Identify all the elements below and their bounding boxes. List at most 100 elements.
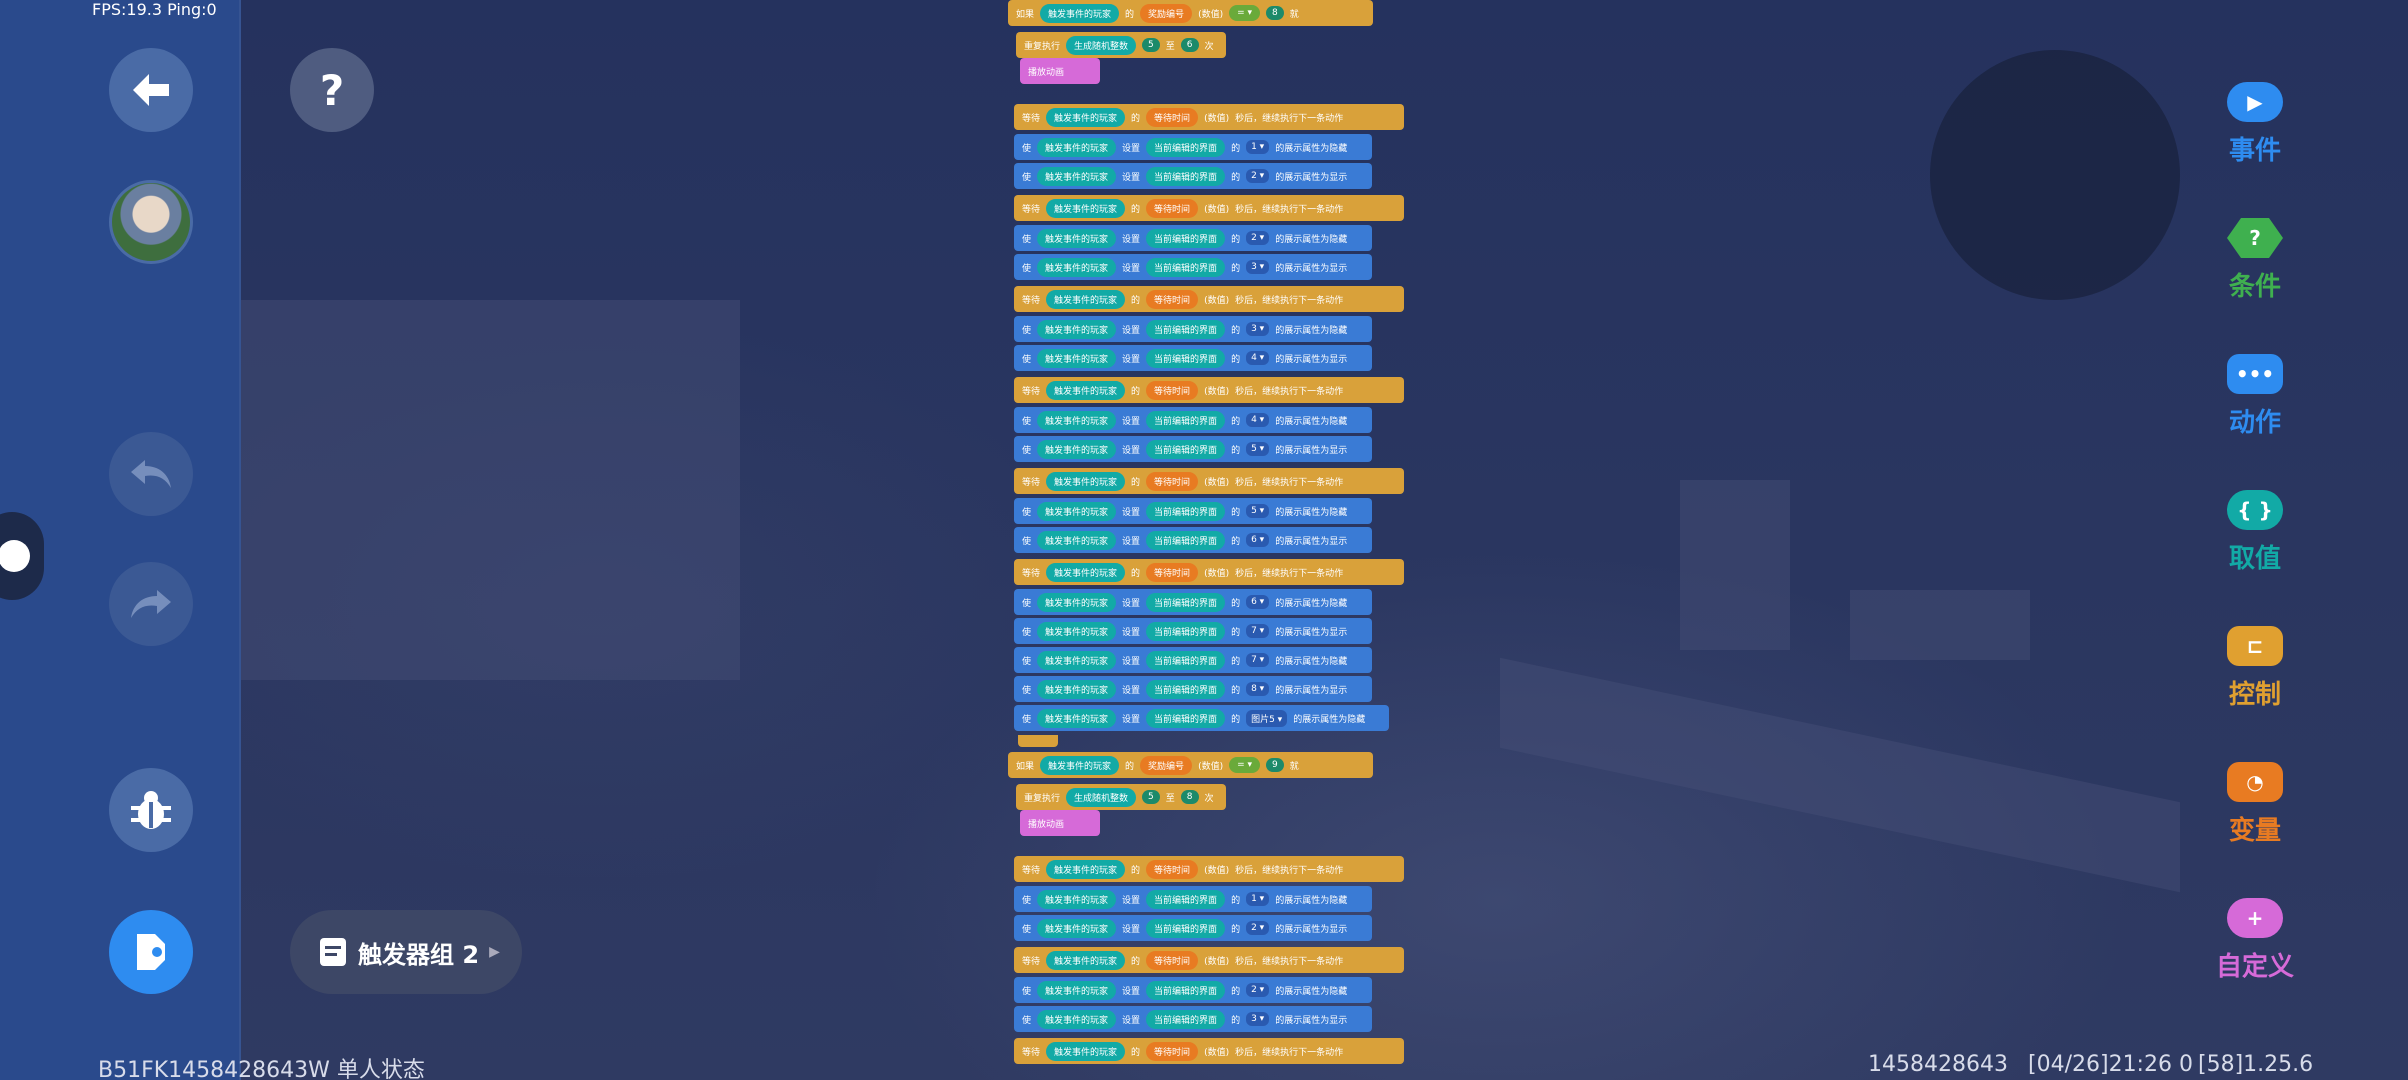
player-param[interactable]: 触发事件的玩家 bbox=[1040, 755, 1120, 775]
player-param[interactable]: 触发事件的玩家 bbox=[1037, 918, 1117, 938]
if-block[interactable]: 如果 触发事件的玩家的奖励编号 (数值) = ▾ 9 就 bbox=[1008, 752, 1373, 778]
ui-param[interactable]: 当前编辑的界面 bbox=[1146, 439, 1226, 459]
element-dropdown[interactable]: 8 ▾ bbox=[1246, 682, 1270, 696]
player-param[interactable]: 触发事件的玩家 bbox=[1037, 319, 1117, 339]
set-visibility-block[interactable]: 使触发事件的玩家 设置 当前编辑的界面的 1 ▾ 的展示属性为隐藏 bbox=[1014, 134, 1372, 160]
element-dropdown[interactable]: 5 ▾ bbox=[1246, 504, 1270, 518]
wait-time-param[interactable]: 等待时间 bbox=[1146, 859, 1199, 879]
element-dropdown[interactable]: 4 ▾ bbox=[1246, 351, 1270, 365]
element-dropdown[interactable]: 3 ▾ bbox=[1246, 322, 1270, 336]
ui-param[interactable]: 当前编辑的界面 bbox=[1146, 650, 1226, 670]
set-visibility-block[interactable]: 使触发事件的玩家 设置 当前编辑的界面的 8 ▾ 的展示属性为显示 bbox=[1014, 676, 1372, 702]
repeat-block[interactable]: 重复执行 生成随机整数 5 至 6 次 bbox=[1016, 32, 1226, 58]
wait-block[interactable]: 等待 触发事件的玩家的等待时间 (数值) 秒后，继续执行下一条动作 bbox=[1014, 104, 1404, 130]
ui-param[interactable]: 当前编辑的界面 bbox=[1146, 918, 1226, 938]
player-param[interactable]: 触发事件的玩家 bbox=[1046, 471, 1126, 491]
element-dropdown[interactable]: 2 ▾ bbox=[1246, 231, 1270, 245]
player-param[interactable]: 触发事件的玩家 bbox=[1040, 3, 1120, 23]
player-param[interactable]: 触发事件的玩家 bbox=[1037, 228, 1117, 248]
run-button[interactable] bbox=[109, 910, 193, 994]
player-param[interactable]: 触发事件的玩家 bbox=[1037, 592, 1117, 612]
wait-time-param[interactable]: 等待时间 bbox=[1146, 198, 1199, 218]
play-animation-block[interactable]: 播放动画 bbox=[1020, 810, 1100, 836]
ui-param[interactable]: 当前编辑的界面 bbox=[1146, 410, 1226, 430]
player-param[interactable]: 触发事件的玩家 bbox=[1046, 289, 1126, 309]
set-visibility-block[interactable]: 使触发事件的玩家 设置 当前编辑的界面的 4 ▾ 的展示属性为隐藏 bbox=[1014, 407, 1372, 433]
ui-param[interactable]: 当前编辑的界面 bbox=[1146, 501, 1226, 521]
player-param[interactable]: 触发事件的玩家 bbox=[1037, 708, 1117, 728]
player-param[interactable]: 触发事件的玩家 bbox=[1037, 980, 1117, 1000]
avatar[interactable] bbox=[109, 180, 193, 264]
set-visibility-block[interactable]: 使触发事件的玩家 设置 当前编辑的界面的 6 ▾ 的展示属性为显示 bbox=[1014, 527, 1372, 553]
player-param[interactable]: 触发事件的玩家 bbox=[1037, 889, 1117, 909]
ui-param[interactable]: 当前编辑的界面 bbox=[1146, 228, 1226, 248]
value-pill[interactable]: 9 bbox=[1266, 758, 1284, 772]
ui-param[interactable]: 当前编辑的界面 bbox=[1146, 319, 1226, 339]
player-param[interactable]: 触发事件的玩家 bbox=[1037, 137, 1117, 157]
wait-block[interactable]: 等待 触发事件的玩家的等待时间 (数值) 秒后，继续执行下一条动作 bbox=[1014, 947, 1404, 973]
script-canvas[interactable]: 如果 触发事件的玩家的奖励编号 (数值) = ▾ 8 就重复执行 生成随机整数 5 至 6 次播放动… bbox=[1008, 0, 1408, 1080]
wait-time-param[interactable]: 等待时间 bbox=[1146, 1041, 1199, 1061]
side-drawer-handle[interactable] bbox=[0, 512, 44, 600]
redo-button[interactable] bbox=[109, 562, 193, 646]
player-param[interactable]: 触发事件的玩家 bbox=[1037, 650, 1117, 670]
player-param[interactable]: 触发事件的玩家 bbox=[1037, 621, 1117, 641]
player-param[interactable]: 触发事件的玩家 bbox=[1046, 198, 1126, 218]
wait-block[interactable]: 等待 触发事件的玩家的等待时间 (数值) 秒后，继续执行下一条动作 bbox=[1014, 195, 1404, 221]
element-dropdown[interactable]: 2 ▾ bbox=[1246, 921, 1270, 935]
element-dropdown[interactable]: 1 ▾ bbox=[1246, 892, 1270, 906]
ui-param[interactable]: 当前编辑的界面 bbox=[1146, 1009, 1226, 1029]
element-dropdown[interactable]: 6 ▾ bbox=[1246, 595, 1270, 609]
play-animation-block[interactable]: 播放动画 bbox=[1020, 58, 1100, 84]
set-visibility-block[interactable]: 使触发事件的玩家 设置 当前编辑的界面的 4 ▾ 的展示属性为显示 bbox=[1014, 345, 1372, 371]
category-conditions[interactable]: ? 条件 bbox=[2195, 218, 2315, 303]
wait-time-param[interactable]: 等待时间 bbox=[1146, 289, 1199, 309]
player-param[interactable]: 触发事件的玩家 bbox=[1037, 530, 1117, 550]
reward-param[interactable]: 奖励编号 bbox=[1140, 755, 1193, 775]
wait-block[interactable]: 等待 触发事件的玩家的等待时间 (数值) 秒后，继续执行下一条动作 bbox=[1014, 856, 1404, 882]
wait-time-param[interactable]: 等待时间 bbox=[1146, 950, 1199, 970]
ui-param[interactable]: 当前编辑的界面 bbox=[1146, 621, 1226, 641]
player-param[interactable]: 触发事件的玩家 bbox=[1037, 410, 1117, 430]
random-int-param[interactable]: 生成随机整数 bbox=[1066, 35, 1137, 55]
set-visibility-block[interactable]: 使触发事件的玩家 设置 当前编辑的界面的 2 ▾ 的展示属性为显示 bbox=[1014, 163, 1372, 189]
element-dropdown[interactable]: 2 ▾ bbox=[1246, 983, 1270, 997]
player-param[interactable]: 触发事件的玩家 bbox=[1037, 1009, 1117, 1029]
back-button[interactable] bbox=[109, 48, 193, 132]
player-param[interactable]: 触发事件的玩家 bbox=[1037, 257, 1117, 277]
set-visibility-block[interactable]: 使触发事件的玩家 设置 当前编辑的界面的 5 ▾ 的展示属性为显示 bbox=[1014, 436, 1372, 462]
set-visibility-block[interactable]: 使触发事件的玩家 设置 当前编辑的界面的图片5 ▾ 的展示属性为隐藏 bbox=[1014, 705, 1389, 731]
player-param[interactable]: 触发事件的玩家 bbox=[1046, 859, 1126, 879]
player-param[interactable]: 触发事件的玩家 bbox=[1037, 166, 1117, 186]
compare-op[interactable]: = ▾ bbox=[1229, 757, 1261, 773]
value-pill[interactable]: 5 bbox=[1142, 38, 1160, 52]
ui-param[interactable]: 当前编辑的界面 bbox=[1146, 708, 1226, 728]
set-visibility-block[interactable]: 使触发事件的玩家 设置 当前编辑的界面的 5 ▾ 的展示属性为隐藏 bbox=[1014, 498, 1372, 524]
category-variables[interactable]: ◔ 变量 bbox=[2195, 762, 2315, 847]
value-pill[interactable]: 8 bbox=[1180, 790, 1199, 804]
ui-param[interactable]: 当前编辑的界面 bbox=[1146, 980, 1226, 1000]
undo-button[interactable] bbox=[109, 432, 193, 516]
random-int-param[interactable]: 生成随机整数 bbox=[1066, 787, 1137, 807]
set-visibility-block[interactable]: 使触发事件的玩家 设置 当前编辑的界面的 2 ▾ 的展示属性为隐藏 bbox=[1014, 225, 1372, 251]
player-param[interactable]: 触发事件的玩家 bbox=[1046, 562, 1126, 582]
element-dropdown[interactable]: 7 ▾ bbox=[1246, 653, 1270, 667]
help-button[interactable]: ? bbox=[290, 48, 374, 132]
element-dropdown[interactable]: 5 ▾ bbox=[1246, 442, 1270, 456]
set-visibility-block[interactable]: 使触发事件的玩家 设置 当前编辑的界面的 7 ▾ 的展示属性为显示 bbox=[1014, 618, 1372, 644]
set-visibility-block[interactable]: 使触发事件的玩家 设置 当前编辑的界面的 2 ▾ 的展示属性为隐藏 bbox=[1014, 977, 1372, 1003]
value-pill[interactable]: 8 bbox=[1266, 6, 1284, 20]
ui-param[interactable]: 当前编辑的界面 bbox=[1146, 137, 1226, 157]
element-dropdown[interactable]: 图片5 ▾ bbox=[1246, 709, 1288, 727]
repeat-block[interactable]: 重复执行 生成随机整数 5 至 8 次 bbox=[1016, 784, 1226, 810]
ui-param[interactable]: 当前编辑的界面 bbox=[1146, 679, 1226, 699]
wait-block[interactable]: 等待 触发事件的玩家的等待时间 (数值) 秒后，继续执行下一条动作 bbox=[1014, 377, 1404, 403]
category-values[interactable]: { } 取值 bbox=[2195, 490, 2315, 575]
wait-block[interactable]: 等待 触发事件的玩家的等待时间 (数值) 秒后，继续执行下一条动作 bbox=[1014, 559, 1404, 585]
wait-block[interactable]: 等待 触发事件的玩家的等待时间 (数值) 秒后，继续执行下一条动作 bbox=[1014, 1038, 1404, 1064]
player-param[interactable]: 触发事件的玩家 bbox=[1046, 107, 1126, 127]
set-visibility-block[interactable]: 使触发事件的玩家 设置 当前编辑的界面的 6 ▾ 的展示属性为隐藏 bbox=[1014, 589, 1372, 615]
wait-block[interactable]: 等待 触发事件的玩家的等待时间 (数值) 秒后，继续执行下一条动作 bbox=[1014, 468, 1404, 494]
ui-param[interactable]: 当前编辑的界面 bbox=[1146, 592, 1226, 612]
element-dropdown[interactable]: 1 ▾ bbox=[1246, 140, 1270, 154]
